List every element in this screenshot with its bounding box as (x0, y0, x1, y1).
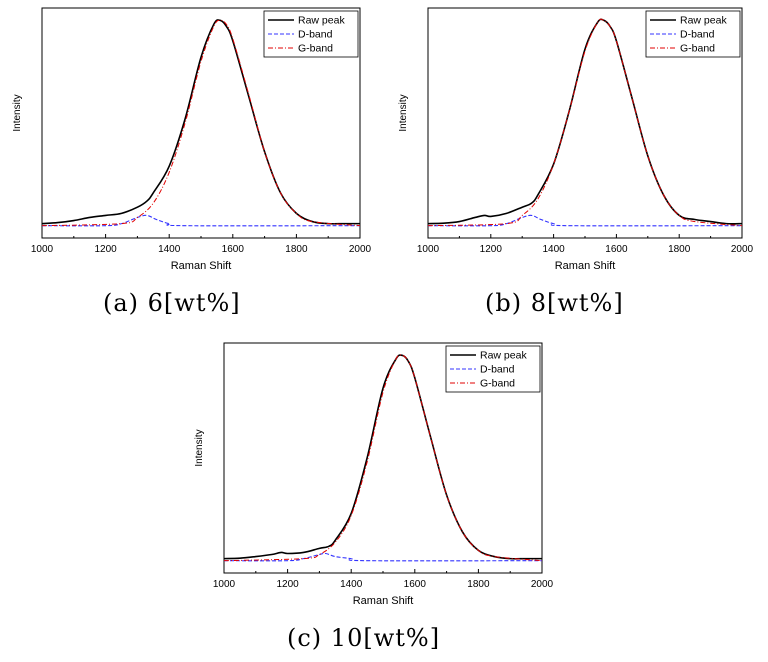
legend-label-d-band: D-band (298, 29, 333, 41)
legend-box (445, 345, 541, 393)
series-line-raw-peak (42, 19, 360, 225)
x-tick-label: 1800 (668, 244, 691, 255)
x-tick-label: 2000 (731, 244, 754, 255)
caption-a: (a) 6[wt%] (103, 289, 241, 317)
series-line-d-band (42, 214, 360, 227)
x-tick-label: 1600 (222, 244, 245, 255)
x-tick-label: 1400 (542, 244, 565, 255)
series-line-d-band (428, 214, 742, 227)
legend: Raw peak D-band G-band (445, 345, 541, 393)
y-axis-label: Intensity (398, 94, 409, 131)
series-group (428, 18, 742, 227)
chart-svg: 1000 1200 1400 1600 1800 2000 Raman Shift Inten… (12, 7, 372, 272)
y-axis-label: Intensity (12, 94, 23, 131)
x-tick-label: 1200 (276, 579, 299, 590)
x-tick-label: 1200 (480, 244, 503, 255)
chart-panel-a: 1000 1200 1400 1600 1800 2000 Raman Shift Inten… (0, 0, 384, 330)
series-line-d-band (224, 552, 542, 562)
legend-label-d-band: D-band (480, 364, 515, 376)
legend-label-raw-peak: Raw peak (480, 350, 527, 362)
legend-label-d-band: D-band (680, 29, 715, 41)
legend-box (263, 10, 359, 58)
chart-svg: 1000 1200 1400 1600 1800 2000 Raman Shift Inten… (194, 342, 554, 607)
legend-box (645, 10, 741, 58)
x-tick-label: 1000 (417, 244, 440, 255)
series-line-g-band (224, 354, 542, 562)
x-tick-label: 1600 (404, 579, 427, 590)
x-tick-label: 1800 (285, 244, 308, 255)
x-tick-label: 1000 (213, 579, 236, 590)
x-axis-label: Raman Shift (555, 260, 616, 272)
caption-c: (c) 10[wt%] (287, 624, 441, 652)
x-tick-label: 1800 (467, 579, 490, 590)
legend-label-raw-peak: Raw peak (298, 15, 345, 27)
x-tick-label: 1000 (31, 244, 54, 255)
series-group (42, 19, 360, 227)
x-tick-label: 1200 (94, 244, 117, 255)
x-tick-label: 2000 (531, 579, 554, 590)
x-tick-label: 1400 (158, 244, 181, 255)
chart-svg: 1000 1200 1400 1600 1800 2000 Raman Shift Inten… (398, 7, 754, 272)
legend-label-raw-peak: Raw peak (680, 15, 727, 27)
x-tick-label: 1400 (340, 579, 363, 590)
chart-panel-c: 1000 1200 1400 1600 1800 2000 Raman Shift Inten… (178, 330, 562, 630)
chart-panel-b: 1000 1200 1400 1600 1800 2000 Raman Shift Inten… (384, 0, 768, 330)
x-axis-label: Raman Shift (353, 595, 414, 607)
legend-label-g-band: G-band (480, 378, 515, 390)
legend: Raw peak D-band G-band (263, 10, 359, 58)
x-tick-label: 2000 (349, 244, 372, 255)
series-group (224, 354, 542, 562)
x-axis-label: Raman Shift (171, 260, 232, 272)
legend-label-g-band: G-band (298, 43, 333, 55)
legend-label-g-band: G-band (680, 43, 715, 55)
x-tick-label: 1600 (605, 244, 628, 255)
caption-b: (b) 8[wt%] (485, 289, 624, 317)
legend: Raw peak D-band G-band (645, 10, 741, 58)
y-axis-label: Intensity (194, 429, 205, 466)
